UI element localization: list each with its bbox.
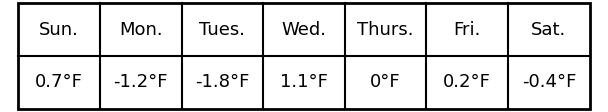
Text: 1.1°F: 1.1°F xyxy=(280,73,328,91)
Text: 0.2°F: 0.2°F xyxy=(443,73,491,91)
Text: -1.8°F: -1.8°F xyxy=(195,73,249,91)
Text: Wed.: Wed. xyxy=(282,21,326,39)
Text: Tues.: Tues. xyxy=(199,21,246,39)
Text: -1.2°F: -1.2°F xyxy=(114,73,168,91)
Text: -0.4°F: -0.4°F xyxy=(522,73,576,91)
Text: Sun.: Sun. xyxy=(39,21,79,39)
Text: Mon.: Mon. xyxy=(119,21,162,39)
Text: Fri.: Fri. xyxy=(454,21,481,39)
Text: 0.7°F: 0.7°F xyxy=(35,73,83,91)
Text: 0°F: 0°F xyxy=(370,73,401,91)
Text: Thurs.: Thurs. xyxy=(358,21,414,39)
Text: Sat.: Sat. xyxy=(531,21,567,39)
